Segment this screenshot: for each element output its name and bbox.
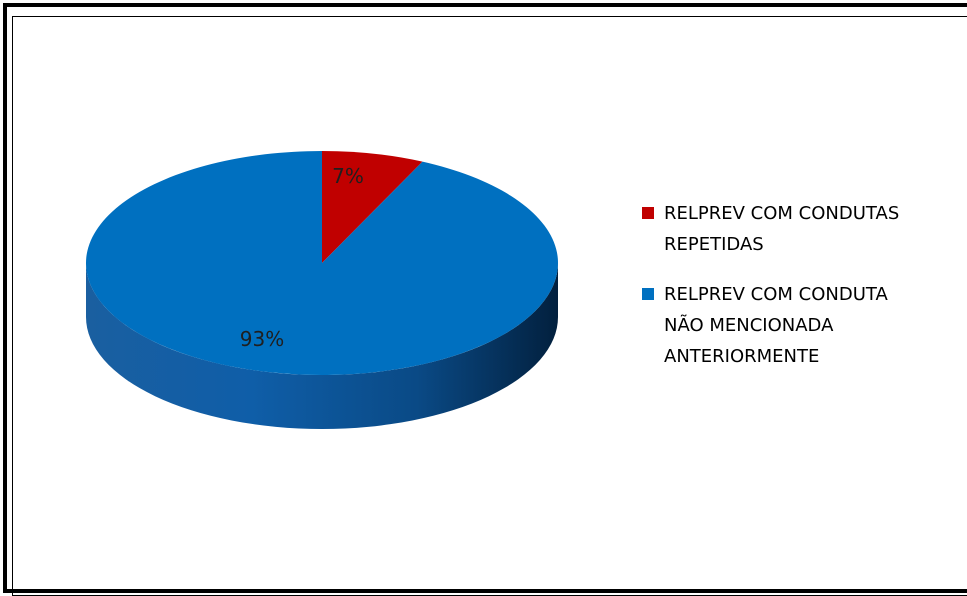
legend-item-not-mentioned: RELPREV COM CONDUTA NÃO MENCIONADA ANTER…	[642, 279, 962, 372]
pie-side-wall	[86, 263, 558, 429]
pie-slice-repeated	[322, 151, 423, 263]
legend-label-not-mentioned: RELPREV COM CONDUTA NÃO MENCIONADA ANTER…	[664, 284, 888, 367]
data-label-repeated: 7%	[332, 164, 364, 188]
data-label-not-mentioned: 93%	[240, 327, 284, 351]
legend-label-repeated: RELPREV COM CONDUTAS REPETIDAS	[664, 203, 900, 255]
legend-swatch-repeated	[642, 207, 654, 219]
pie-slice-not-mentioned	[86, 151, 559, 376]
legend-swatch-not-mentioned	[642, 288, 654, 300]
legend-item-repeated: RELPREV COM CONDUTAS REPETIDAS	[642, 198, 962, 260]
chart-legend: RELPREV COM CONDUTAS REPETIDAS RELPREV C…	[642, 198, 962, 372]
